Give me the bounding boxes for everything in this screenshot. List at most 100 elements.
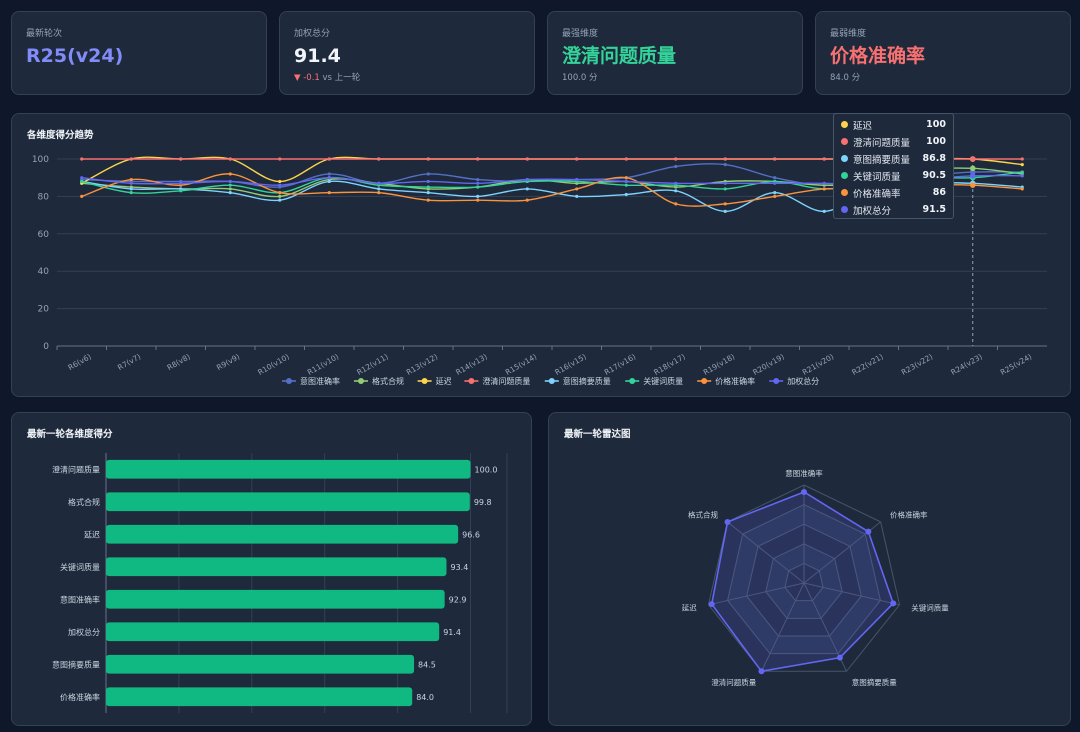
x-tick-label: R20(v19): [751, 352, 786, 377]
data-point: [377, 181, 381, 185]
x-tick-label: R14(v13): [454, 352, 489, 377]
data-point: [228, 172, 232, 176]
radar-point: [865, 528, 872, 535]
data-point: [525, 187, 529, 191]
radar-point: [758, 668, 765, 675]
x-tick-label: R8(v8): [166, 352, 192, 372]
data-point: [327, 191, 331, 195]
data-point: [476, 198, 480, 202]
bar: [106, 459, 471, 479]
legend-label: 意图准确率: [300, 376, 340, 386]
data-point: [723, 209, 727, 213]
kpi-value: R25(v24): [26, 45, 124, 67]
data-point: [1020, 170, 1024, 174]
category-label: 加权总分: [68, 627, 100, 637]
data-point: [278, 179, 282, 184]
category-label: 格式合规: [68, 497, 100, 507]
legend-marker-icon: [773, 378, 780, 384]
data-point: [575, 177, 579, 182]
data-point: [822, 181, 826, 185]
data-point: [575, 187, 579, 191]
category-label: 延迟: [84, 529, 100, 539]
kpi-label: 加权总分: [294, 29, 331, 39]
trend-chart-title: 各维度得分趋势: [27, 130, 94, 141]
data-point: [327, 179, 331, 184]
data-point: [575, 194, 579, 198]
data-point: [179, 157, 183, 161]
data-point: [525, 157, 529, 161]
trend-chart[interactable]: 0 20 40 60 80 100 R6(v6) R7(v7) R8(v8) R9(v9) R10(…: [12, 114, 1070, 396]
radar-series-area: [710, 491, 895, 673]
value-label: 84.5: [418, 660, 436, 669]
data-point: [969, 182, 976, 188]
tooltip-series-name: 关键词质量: [853, 171, 901, 183]
legend-dot-icon: [841, 155, 848, 162]
radar-indicator-label: 意图摘要质量: [852, 677, 897, 687]
data-point: [129, 181, 133, 185]
value-label: 100.0: [475, 465, 498, 474]
kpi-sub: 100.0 分: [562, 73, 598, 83]
data-point: [476, 157, 480, 161]
data-point: [278, 191, 282, 195]
bar: [106, 492, 470, 512]
legend-marker-icon: [421, 378, 428, 384]
tooltip-series-name: 意图摘要质量: [853, 154, 911, 166]
kpi-card-latest-round: 最新轮次 R25(v24): [11, 11, 267, 95]
data-point: [1020, 157, 1024, 161]
radar-axis: [708, 582, 805, 606]
radar-chart-title: 最新一轮雷达图: [564, 429, 631, 440]
data-point: [1020, 163, 1024, 167]
radar-axis: [803, 582, 900, 606]
x-tick-label: R15(v14): [504, 352, 539, 377]
data-point: [426, 157, 430, 161]
legend-dot-icon: [841, 121, 848, 128]
data-point: [80, 179, 84, 184]
data-point: [822, 209, 826, 213]
kpi-card-weighted-score: 加权总分 91.4 ▼ -0.1 vs 上一轮: [279, 11, 535, 95]
x-tick-label: R16(v15): [553, 352, 588, 377]
x-tick-label: R18(v17): [652, 352, 687, 377]
legend-label: 澄清问题质量: [482, 376, 530, 386]
data-point: [426, 191, 430, 195]
tooltip-row: 延迟 100: [841, 116, 946, 133]
tooltip-row: 价格准确率 86: [841, 184, 946, 201]
legend-label: 延迟: [436, 376, 452, 386]
kpi-value: 91.4: [294, 45, 341, 67]
legend-label: 格式合规: [372, 376, 404, 386]
bar-chart[interactable]: 澄清问题质量 100.0 格式合规 99.8 延迟 96.6 关键词质量 93.4 意图准确率 9…: [12, 413, 531, 725]
kpi-label: 最强维度: [562, 29, 599, 39]
tooltip-row: 加权总分 91.5: [841, 201, 946, 218]
category-label: 价格准确率: [60, 692, 100, 702]
tooltip-series-name: 加权总分: [853, 205, 892, 217]
x-tick-label: R12(v11): [355, 352, 390, 377]
legend-marker-icon: [701, 378, 708, 384]
tooltip-series-value: 91.5: [922, 204, 946, 215]
data-point: [525, 198, 529, 202]
data-point: [129, 177, 133, 182]
radar-indicator-label: 澄清问题质量: [711, 677, 756, 687]
value-label: 96.6: [462, 530, 480, 539]
radar-point: [836, 654, 843, 661]
data-point: [179, 189, 183, 193]
value-label: 99.8: [474, 498, 492, 507]
data-point: [476, 177, 480, 182]
x-tick-label: R22(v21): [850, 352, 885, 377]
category-label: 意图摘要质量: [52, 659, 100, 669]
legend-dot-icon: [841, 189, 848, 196]
y-tick-label: 20: [38, 305, 50, 315]
radar-indicator-label: 格式合规: [688, 509, 718, 519]
radar-point: [724, 519, 731, 526]
x-tick-label: R24(v23): [949, 352, 984, 377]
data-point: [129, 157, 133, 161]
radar-point: [890, 600, 897, 607]
legend-marker-icon: [629, 378, 636, 384]
data-point: [969, 173, 976, 179]
data-point: [377, 187, 381, 191]
value-label: 92.9: [449, 595, 467, 604]
kpi-card-strongest: 最强维度 澄清问题质量 100.0 分: [547, 11, 803, 95]
data-point: [624, 179, 628, 184]
x-tick-label: R9(v9): [215, 352, 241, 372]
data-point: [80, 157, 84, 161]
data-point: [476, 181, 480, 185]
